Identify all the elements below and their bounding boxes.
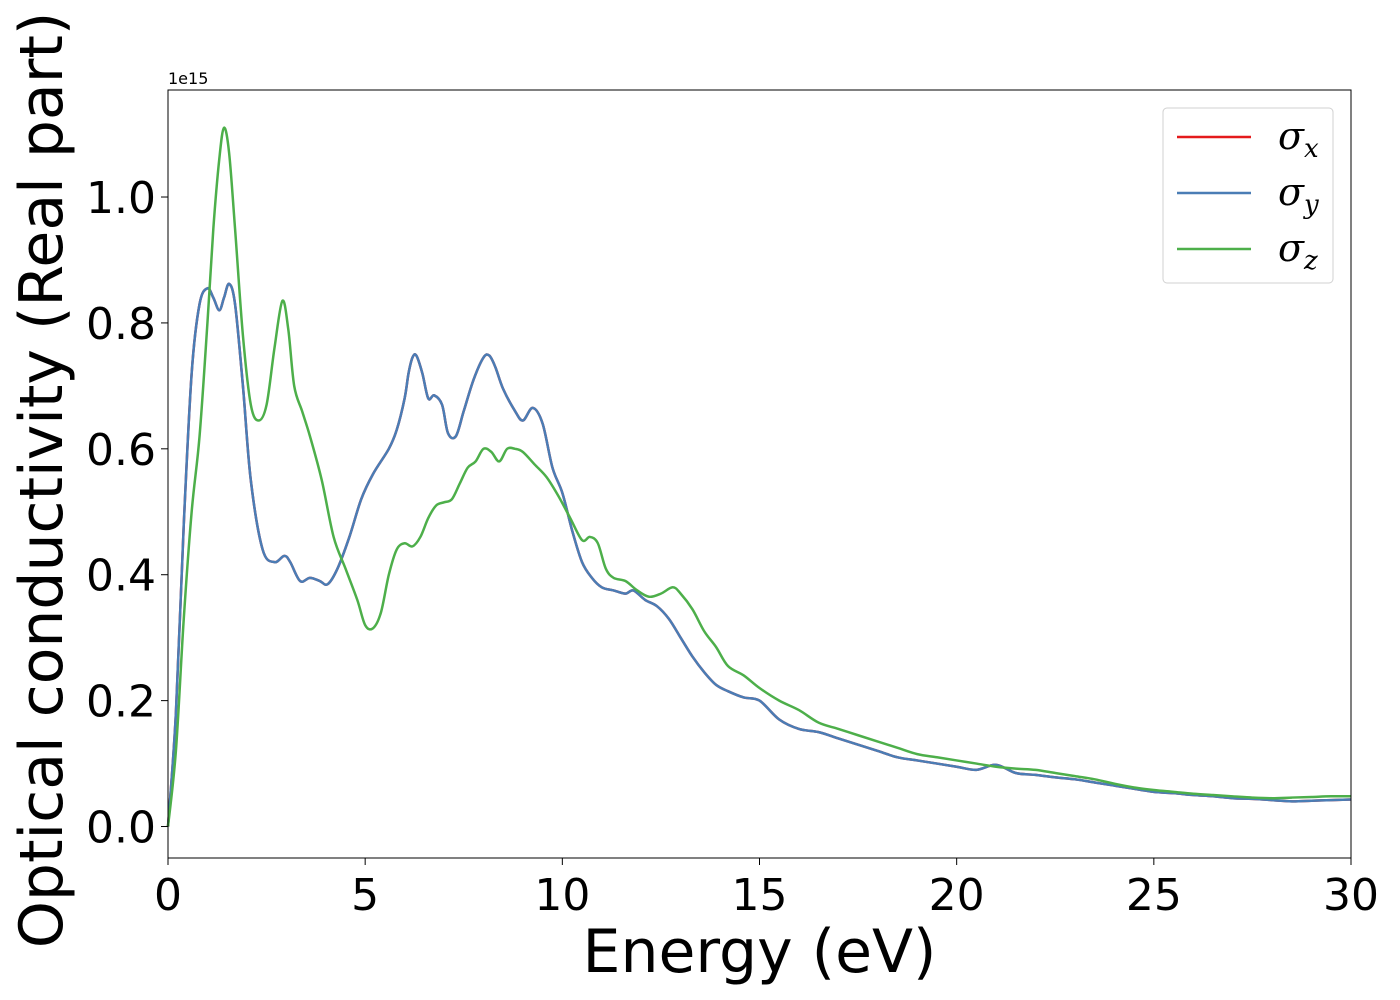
series-line-y [166, 282, 1352, 827]
y-tick-label: 0.6 [86, 425, 156, 476]
x-axis: 0 5 10 15 20 25 30 [154, 858, 1379, 921]
y-tick-label: 0.0 [86, 803, 156, 854]
series-layer [166, 126, 1352, 827]
x-tick-label: 10 [534, 870, 590, 921]
x-tick-label: 20 [929, 870, 985, 921]
y-tick-label: 0.8 [86, 299, 156, 350]
series-line-z [166, 126, 1352, 827]
y-tick-label: 0.4 [86, 551, 156, 602]
x-tick-label: 5 [351, 870, 379, 921]
x-axis-label: Energy (eV) [583, 917, 937, 987]
x-tick-label: 25 [1126, 870, 1182, 921]
y-offset-label: 1e15 [168, 69, 208, 88]
y-tick-label: 0.2 [86, 677, 156, 728]
x-tick-label: 15 [732, 870, 788, 921]
legend-frame [1162, 107, 1334, 284]
y-axis-label: Optical conductivity (Real part) [7, 12, 77, 949]
x-tick-label: 0 [154, 870, 182, 921]
x-tick-label: 30 [1323, 870, 1379, 921]
y-axis: 0.0 0.2 0.4 0.6 0.8 1.0 [86, 173, 168, 854]
y-tick-label: 1.0 [86, 173, 156, 224]
